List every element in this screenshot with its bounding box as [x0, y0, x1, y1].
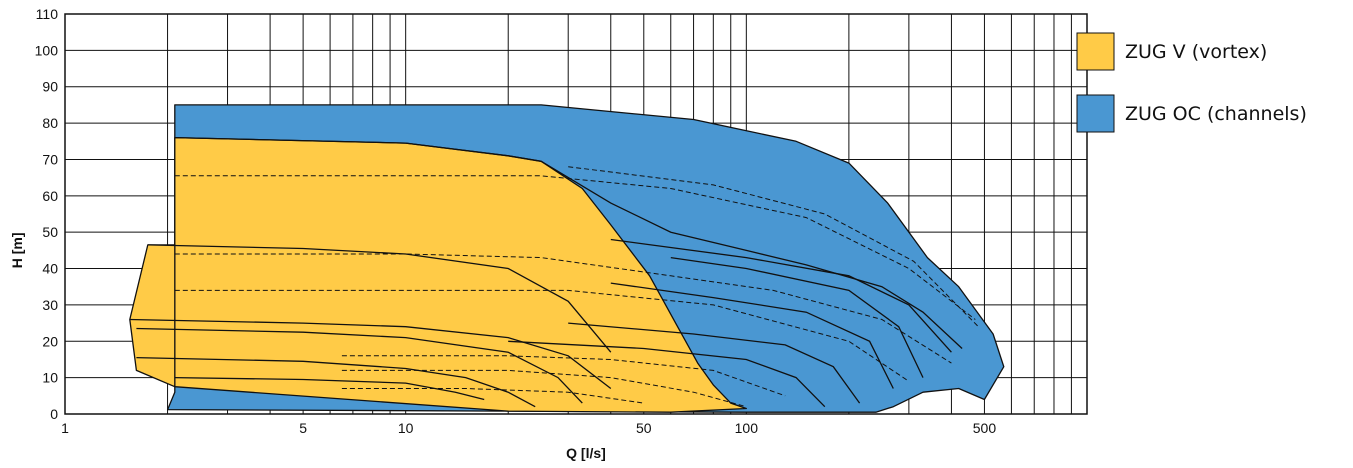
performance-curve-3: [136, 327, 583, 404]
x-tick-labels: 1 5 10 50 100 500: [61, 420, 996, 436]
x-axis-label: Q [l/s]: [566, 445, 606, 461]
x-tick-label: 100: [735, 420, 759, 436]
y-tick-label: 100: [35, 42, 59, 58]
area-layer: [129, 104, 1005, 413]
performance-curve-10: [568, 322, 861, 404]
dashed-curve-6: [341, 388, 644, 404]
x-tick-label: 50: [636, 420, 652, 436]
performance-curve-5: [174, 376, 485, 401]
curve-layer: [129, 136, 979, 408]
y-tick-label: 30: [42, 297, 58, 313]
legend-label-channels: ZUG OC (channels): [1125, 103, 1307, 125]
x-tick-label: 10: [398, 420, 414, 436]
performance-curve-2: [129, 318, 612, 390]
performance-curve-11: [508, 340, 826, 408]
dashed-curve-2: [174, 253, 952, 364]
dashed-curve-3: [174, 289, 910, 382]
x-tick-label: 500: [973, 420, 997, 436]
plot-frame: [64, 13, 1088, 415]
y-axis-label: H [m]: [9, 232, 25, 268]
y-tick-labels: 0 10 20 30 40 50 60 70 80 90 100 110: [35, 6, 59, 422]
legend: ZUG V (vortex) ZUG OC (channels): [1076, 32, 1307, 133]
y-tick-label: 50: [42, 224, 58, 240]
performance-curve-6: [540, 160, 963, 349]
y-tick-label: 40: [42, 261, 58, 277]
dashed-curve-1: [568, 166, 979, 328]
performance-curve-0: [174, 136, 542, 162]
performance-curve-4: [136, 356, 536, 408]
x-tick-label: 5: [299, 420, 307, 436]
y-tick-label: 70: [42, 151, 58, 167]
performance-curve-1: [147, 244, 612, 353]
vortex-area-1: [129, 244, 176, 388]
x-tick-label: 1: [61, 420, 69, 436]
y-tick-label: 0: [50, 406, 58, 422]
y-tick-label: 20: [42, 333, 58, 349]
y-tick-label: 60: [42, 188, 58, 204]
y-tick-label: 80: [42, 115, 58, 131]
legend-swatch-vortex: [1076, 32, 1115, 71]
y-tick-label: 110: [36, 6, 59, 22]
dashed-curve-5: [341, 369, 747, 408]
performance-curve-9: [610, 282, 894, 389]
y-tick-label: 10: [42, 370, 58, 386]
legend-swatch-channels: [1076, 94, 1115, 133]
y-tick-label: 90: [42, 79, 58, 95]
dashed-curve-4: [341, 355, 786, 397]
legend-label-vortex: ZUG V (vortex): [1125, 41, 1267, 63]
performance-curve-7: [610, 238, 952, 353]
dashed-curve-0: [174, 175, 976, 320]
performance-curve-8: [670, 256, 924, 378]
